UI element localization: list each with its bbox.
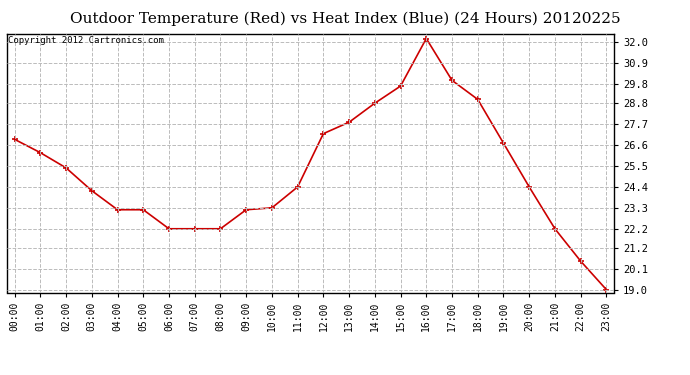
Text: Copyright 2012 Cartronics.com: Copyright 2012 Cartronics.com (8, 36, 164, 45)
Text: Outdoor Temperature (Red) vs Heat Index (Blue) (24 Hours) 20120225: Outdoor Temperature (Red) vs Heat Index … (70, 11, 620, 26)
